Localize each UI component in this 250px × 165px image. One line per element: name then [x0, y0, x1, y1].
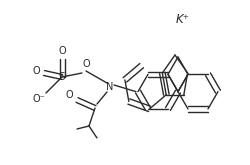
Text: S: S — [59, 72, 65, 82]
Text: N: N — [106, 82, 114, 92]
Text: O⁻: O⁻ — [32, 94, 46, 104]
Text: O: O — [58, 46, 66, 56]
Text: O: O — [82, 59, 90, 69]
Text: O: O — [65, 90, 73, 100]
Text: K⁺: K⁺ — [176, 13, 190, 26]
Text: O: O — [32, 66, 40, 76]
